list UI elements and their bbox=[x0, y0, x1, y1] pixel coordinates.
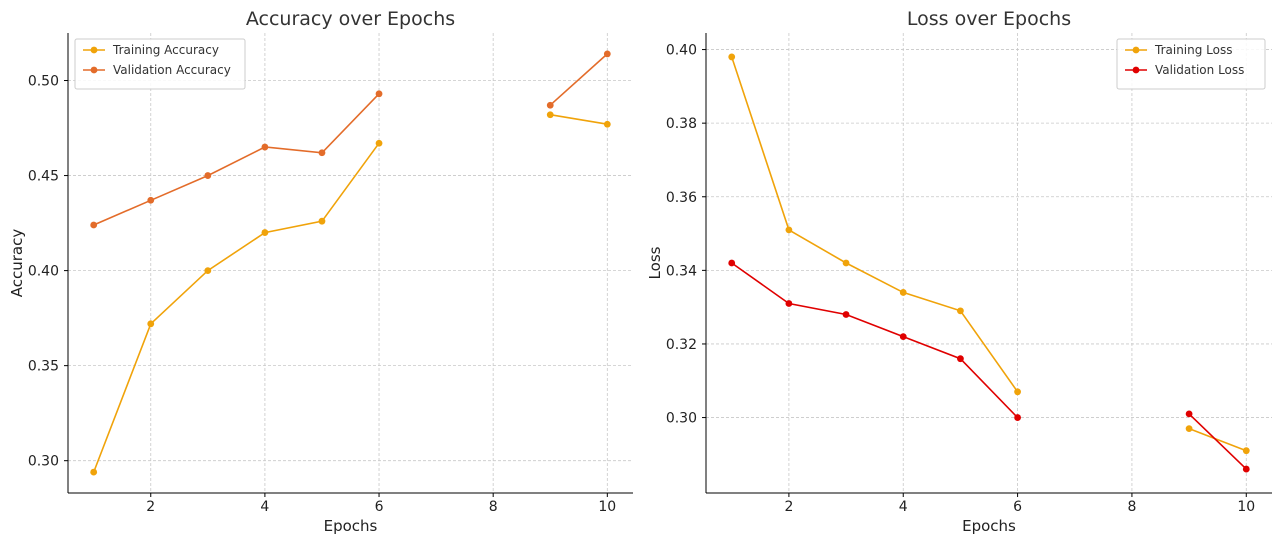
validation-accuracy-line bbox=[549, 53, 608, 106]
accuracy-x-tick-label: 2 bbox=[146, 499, 155, 515]
accuracy-x-tick-label: 4 bbox=[260, 499, 269, 515]
training-accuracy-line bbox=[92, 142, 380, 473]
validation-accuracy-legend-marker bbox=[90, 66, 98, 74]
training-loss-point bbox=[728, 53, 736, 61]
validation-loss-point bbox=[1185, 410, 1193, 418]
accuracy-legend-box bbox=[74, 38, 246, 90]
loss-x-tick-label: 6 bbox=[1013, 499, 1022, 515]
accuracy-x-tick-label: 10 bbox=[598, 499, 616, 515]
validation-loss-point bbox=[728, 259, 736, 267]
training-loss-line bbox=[1188, 427, 1247, 452]
validation-loss-point bbox=[957, 355, 964, 363]
validation-accuracy-point bbox=[318, 149, 326, 157]
loss-y-tick-label: 0.40 bbox=[666, 43, 697, 59]
loss-legend: Training Loss Validation Loss bbox=[1116, 38, 1266, 90]
training-loss-point bbox=[785, 226, 793, 234]
accuracy-y-tick-label: 0.40 bbox=[28, 264, 59, 280]
validation-accuracy-legend-label: Validation Accuracy bbox=[113, 63, 231, 77]
training-accuracy-point bbox=[261, 229, 269, 236]
training-accuracy-point bbox=[603, 120, 611, 128]
validation-loss-line bbox=[731, 262, 1019, 419]
loss-y-tick-label: 0.36 bbox=[666, 190, 697, 206]
validation-accuracy-point bbox=[204, 172, 212, 179]
accuracy-x-tick-label: 6 bbox=[375, 499, 384, 515]
training-loss-point bbox=[899, 289, 907, 296]
accuracy-chart: 2 4 6 8 10 0.30 0.35 0.40 0.45 0.50 Accuracy over … bbox=[8, 8, 633, 535]
loss-legend-box bbox=[1116, 38, 1266, 90]
validation-accuracy-point bbox=[261, 143, 269, 151]
accuracy-x-axis-label: Epochs bbox=[324, 517, 378, 535]
training-accuracy-point bbox=[204, 267, 212, 275]
training-accuracy-point bbox=[318, 217, 326, 225]
training-accuracy-point bbox=[546, 111, 554, 119]
loss-chart: 2 4 6 8 10 0.30 0.32 0.34 0.36 0.38 0.40 Loss over … bbox=[646, 8, 1272, 535]
training-accuracy-point bbox=[147, 320, 155, 328]
validation-accuracy-point bbox=[603, 50, 611, 58]
training-loss-legend-marker bbox=[1132, 46, 1140, 54]
accuracy-y-axis-label: Accuracy bbox=[8, 229, 26, 298]
validation-loss-legend-marker bbox=[1132, 66, 1140, 74]
training-accuracy-point bbox=[90, 468, 98, 476]
loss-chart-title: Loss over Epochs bbox=[907, 8, 1071, 30]
training-loss-point bbox=[1014, 388, 1021, 396]
accuracy-y-tick-label: 0.50 bbox=[28, 74, 59, 90]
accuracy-legend: Training Accuracy Validation Accuracy bbox=[74, 38, 246, 90]
loss-x-tick-label: 8 bbox=[1127, 499, 1136, 515]
accuracy-y-tick-label: 0.30 bbox=[28, 454, 59, 470]
validation-loss-point bbox=[842, 311, 850, 318]
validation-accuracy-point bbox=[546, 101, 554, 109]
loss-y-tick-label: 0.34 bbox=[666, 263, 697, 279]
training-accuracy-line bbox=[550, 113, 608, 125]
accuracy-x-tick-label: 8 bbox=[489, 499, 498, 515]
loss-y-axis-label: Loss bbox=[646, 246, 664, 279]
validation-loss-point bbox=[1014, 414, 1021, 421]
training-loss-legend-label: Training Loss bbox=[1154, 43, 1232, 57]
training-accuracy-legend-marker bbox=[90, 46, 98, 54]
training-loss-point bbox=[1242, 447, 1250, 455]
loss-x-tick-label: 4 bbox=[899, 499, 908, 515]
loss-x-axis-label: Epochs bbox=[962, 517, 1016, 535]
validation-accuracy-point bbox=[90, 221, 98, 229]
validation-loss-point bbox=[785, 300, 793, 307]
training-accuracy-point bbox=[375, 139, 383, 147]
loss-x-tick-label: 2 bbox=[784, 499, 793, 515]
accuracy-y-tick-label: 0.35 bbox=[28, 359, 59, 375]
validation-loss-point bbox=[1242, 465, 1250, 473]
accuracy-y-tick-label: 0.45 bbox=[28, 169, 59, 185]
accuracy-chart-title: Accuracy over Epochs bbox=[246, 8, 455, 30]
validation-accuracy-line bbox=[93, 93, 380, 226]
loss-y-tick-label: 0.30 bbox=[666, 411, 697, 427]
validation-accuracy-point bbox=[375, 90, 383, 98]
validation-loss-point bbox=[899, 333, 907, 340]
training-loss-point bbox=[842, 259, 850, 267]
loss-y-tick-label: 0.32 bbox=[666, 337, 697, 353]
loss-y-tick-label: 0.38 bbox=[666, 116, 697, 132]
validation-loss-line bbox=[1188, 413, 1247, 470]
training-loss-point bbox=[957, 307, 964, 315]
validation-loss-legend-label: Validation Loss bbox=[1155, 63, 1244, 77]
validation-accuracy-point bbox=[147, 196, 155, 204]
training-loss-point bbox=[1185, 425, 1193, 432]
loss-x-tick-label: 10 bbox=[1237, 499, 1255, 515]
training-loss-line bbox=[730, 56, 1019, 393]
training-accuracy-legend-label: Training Accuracy bbox=[112, 43, 219, 57]
